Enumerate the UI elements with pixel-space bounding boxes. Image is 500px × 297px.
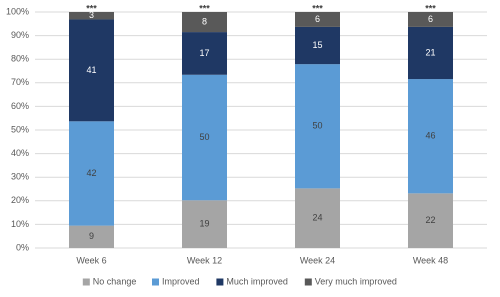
bar-segment (69, 12, 114, 20)
annotation: *** (199, 3, 210, 13)
bar-segment (295, 188, 340, 248)
value-label: 8 (202, 16, 207, 26)
y-tick-label: 70% (11, 77, 29, 87)
bar-segment (408, 193, 453, 248)
bar-segment (182, 32, 227, 75)
y-tick-label: 50% (11, 124, 29, 134)
value-label: 50 (199, 132, 209, 142)
annotation: *** (425, 3, 436, 13)
bar-segment (69, 121, 114, 226)
value-label: 50 (312, 121, 322, 131)
value-label: 42 (86, 168, 96, 178)
y-tick-label: 60% (11, 101, 29, 111)
value-label: 6 (428, 14, 433, 24)
value-label: 21 (425, 47, 435, 57)
annotation: *** (86, 3, 97, 13)
y-tick-label: 40% (11, 148, 29, 158)
legend-label: Improved (162, 276, 200, 286)
legend-label: No change (93, 276, 137, 286)
legend-label: Much improved (226, 276, 288, 286)
bar-segment (408, 26, 453, 80)
value-label: 3 (89, 10, 94, 20)
legend-swatch (304, 278, 312, 286)
bar-segment (408, 12, 453, 27)
bar-segment (182, 200, 227, 248)
value-label: 24 (312, 213, 322, 223)
y-tick-label: 10% (11, 219, 29, 229)
bar-segment (182, 74, 227, 201)
y-tick-label: 80% (11, 54, 29, 64)
value-label: 19 (199, 219, 209, 229)
value-label: 9 (89, 231, 94, 241)
y-tick-label: 20% (11, 195, 29, 205)
bar-segment (295, 26, 340, 65)
y-tick-label: 0% (16, 242, 29, 252)
x-tick-label: Week 24 (300, 255, 335, 265)
bar-segment (182, 12, 227, 33)
value-label: 15 (312, 40, 322, 50)
bar-segment (295, 64, 340, 189)
value-label: 46 (425, 131, 435, 141)
x-tick-label: Week 12 (187, 255, 222, 265)
bar-segment (69, 19, 114, 122)
legend-swatch (82, 278, 90, 286)
bar-segment (408, 79, 453, 194)
value-label: 41 (86, 65, 96, 75)
legend-swatch (152, 278, 159, 286)
value-label: 22 (425, 215, 435, 225)
value-label: 17 (199, 48, 209, 58)
value-label: 6 (315, 14, 320, 24)
bar-segment (295, 12, 340, 27)
bar-segment (69, 225, 114, 248)
y-tick-label: 90% (11, 30, 29, 40)
legend-label: Very much improved (315, 276, 397, 286)
x-tick-label: Week 6 (76, 255, 106, 265)
y-tick-label: 100% (6, 6, 29, 16)
y-tick-label: 30% (11, 172, 29, 182)
annotation: *** (312, 3, 323, 13)
legend-swatch (216, 278, 224, 286)
x-tick-label: Week 48 (413, 255, 448, 265)
